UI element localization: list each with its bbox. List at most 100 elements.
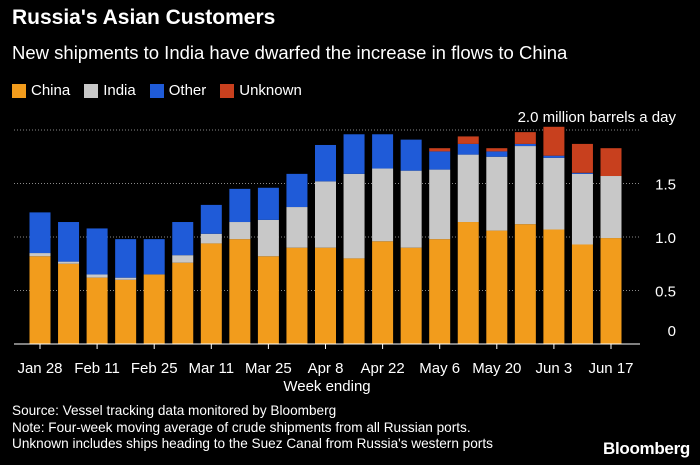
- bar-india-20: [600, 176, 622, 239]
- bar-china-4: [143, 274, 165, 344]
- bar-china-19: [571, 244, 593, 344]
- x-tick-label: Mar 11: [189, 360, 235, 377]
- bar-other-14: [429, 151, 451, 170]
- bar-other-15: [457, 143, 479, 155]
- bar-india-15: [457, 154, 479, 223]
- bar-other-7: [229, 188, 251, 223]
- legend-swatch-unknown: [220, 83, 235, 98]
- bar-china-13: [400, 247, 422, 344]
- legend-label-china: China: [31, 82, 71, 99]
- bar-other-9: [286, 173, 308, 208]
- bar-china-15: [457, 222, 479, 344]
- bar-china-16: [486, 230, 508, 344]
- bar-other-8: [257, 187, 279, 220]
- legend-item-other: Other: [149, 82, 207, 99]
- bar-other-5: [172, 222, 194, 256]
- legend-label-unknown: Unknown: [239, 82, 302, 99]
- bar-unknown-19: [571, 143, 593, 173]
- bar-other-17: [514, 143, 536, 147]
- bar-unknown-17: [514, 132, 536, 144]
- bar-india-19: [571, 173, 593, 245]
- legend-item-china: China: [12, 82, 70, 99]
- bar-india-3: [115, 277, 137, 280]
- bar-other-0: [29, 212, 51, 254]
- bar-china-17: [514, 224, 536, 344]
- bar-india-1: [58, 261, 80, 264]
- x-tick-label: May 20: [472, 360, 521, 377]
- bar-other-6: [200, 204, 222, 234]
- bar-india-7: [229, 222, 251, 240]
- method-note: Note: Four-week moving average of crude …: [12, 419, 471, 435]
- bar-india-10: [315, 181, 336, 248]
- bar-other-1: [58, 222, 80, 262]
- x-tick-label: Jun 17: [588, 360, 633, 377]
- bar-india-2: [86, 274, 108, 278]
- bar-other-16: [486, 151, 508, 157]
- bar-india-16: [486, 156, 508, 231]
- bar-china-2: [86, 277, 108, 344]
- bar-india-12: [372, 168, 394, 242]
- bar-other-19: [571, 172, 593, 174]
- bar-india-11: [343, 173, 365, 259]
- bar-china-1: [58, 263, 80, 344]
- bar-china-3: [115, 279, 137, 344]
- chart-title: Russia's Asian Customers: [12, 6, 276, 29]
- x-tick-label: Feb 11: [74, 360, 120, 377]
- bar-china-6: [200, 243, 222, 344]
- bar-china-7: [229, 239, 251, 344]
- bar-china-0: [29, 256, 51, 344]
- source-note: Source: Vessel tracking data monitored b…: [12, 403, 337, 418]
- bar-india-18: [543, 157, 565, 230]
- bar-other-3: [115, 239, 137, 278]
- bar-india-6: [200, 233, 222, 244]
- chart-subtitle: New shipments to India have dwarfed the …: [12, 42, 568, 63]
- bar-india-17: [514, 146, 536, 225]
- x-tick-label: Feb 25: [131, 360, 178, 377]
- bar-india-8: [257, 219, 279, 257]
- y-unit-label: 2.0 million barrels a day: [518, 109, 677, 126]
- bar-other-2: [86, 228, 108, 275]
- bar-other-18: [543, 155, 565, 158]
- unknown-note: Unknown includes ships heading to the Su…: [12, 436, 493, 451]
- bar-india-9: [286, 207, 308, 248]
- bar-china-14: [429, 239, 451, 344]
- legend-label-india: India: [103, 82, 136, 99]
- bar-china-9: [286, 247, 308, 344]
- y-tick-label: 1.0: [655, 230, 676, 247]
- legend-swatch-other: [149, 83, 164, 98]
- bar-unknown-15: [457, 136, 479, 144]
- legend-swatch-india: [84, 83, 99, 98]
- y-tick-label: 1.5: [655, 177, 676, 194]
- footer-notes: Source: Vessel tracking data monitored b…: [12, 403, 493, 453]
- x-tick-label: Apr 22: [360, 360, 404, 377]
- bar-other-4: [143, 239, 165, 275]
- bar-india-13: [400, 170, 422, 248]
- y-tick-label: 0.5: [655, 284, 676, 301]
- bar-china-8: [257, 256, 279, 344]
- x-tick-label: May 6: [419, 360, 460, 377]
- bar-india-5: [172, 255, 194, 263]
- bar-china-5: [172, 262, 194, 344]
- legend-item-unknown: Unknown: [220, 82, 302, 99]
- bar-unknown-18: [543, 126, 565, 156]
- x-axis-title: Week ending: [283, 378, 370, 395]
- bar-other-10: [315, 144, 336, 182]
- stacked-bar-chart: Jan 28 Feb 11 Feb 25 Mar 11 Mar 25 Apr 8 Apr 2…: [14, 109, 677, 395]
- bar-other-11: [343, 134, 365, 174]
- legend-swatch-china: [12, 83, 26, 98]
- bloomberg-logo: Bloomberg: [602, 439, 690, 458]
- y-tick-label: 0: [668, 323, 676, 340]
- bar-china-10: [315, 247, 336, 344]
- bar-unknown-20: [600, 148, 622, 177]
- bar-other-13: [400, 139, 422, 171]
- x-tick-label: Jan 28: [17, 360, 62, 377]
- x-tick-label: Mar 25: [245, 360, 292, 377]
- x-tick-label: Jun 3: [536, 360, 573, 377]
- legend-label-other: Other: [168, 82, 207, 99]
- x-tick-label: Apr 8: [308, 360, 344, 377]
- bar-china-12: [372, 241, 394, 344]
- bar-india-14: [429, 169, 451, 240]
- bar-unknown-14: [429, 148, 451, 152]
- legend-item-india: India: [84, 82, 136, 99]
- bar-china-11: [343, 258, 365, 344]
